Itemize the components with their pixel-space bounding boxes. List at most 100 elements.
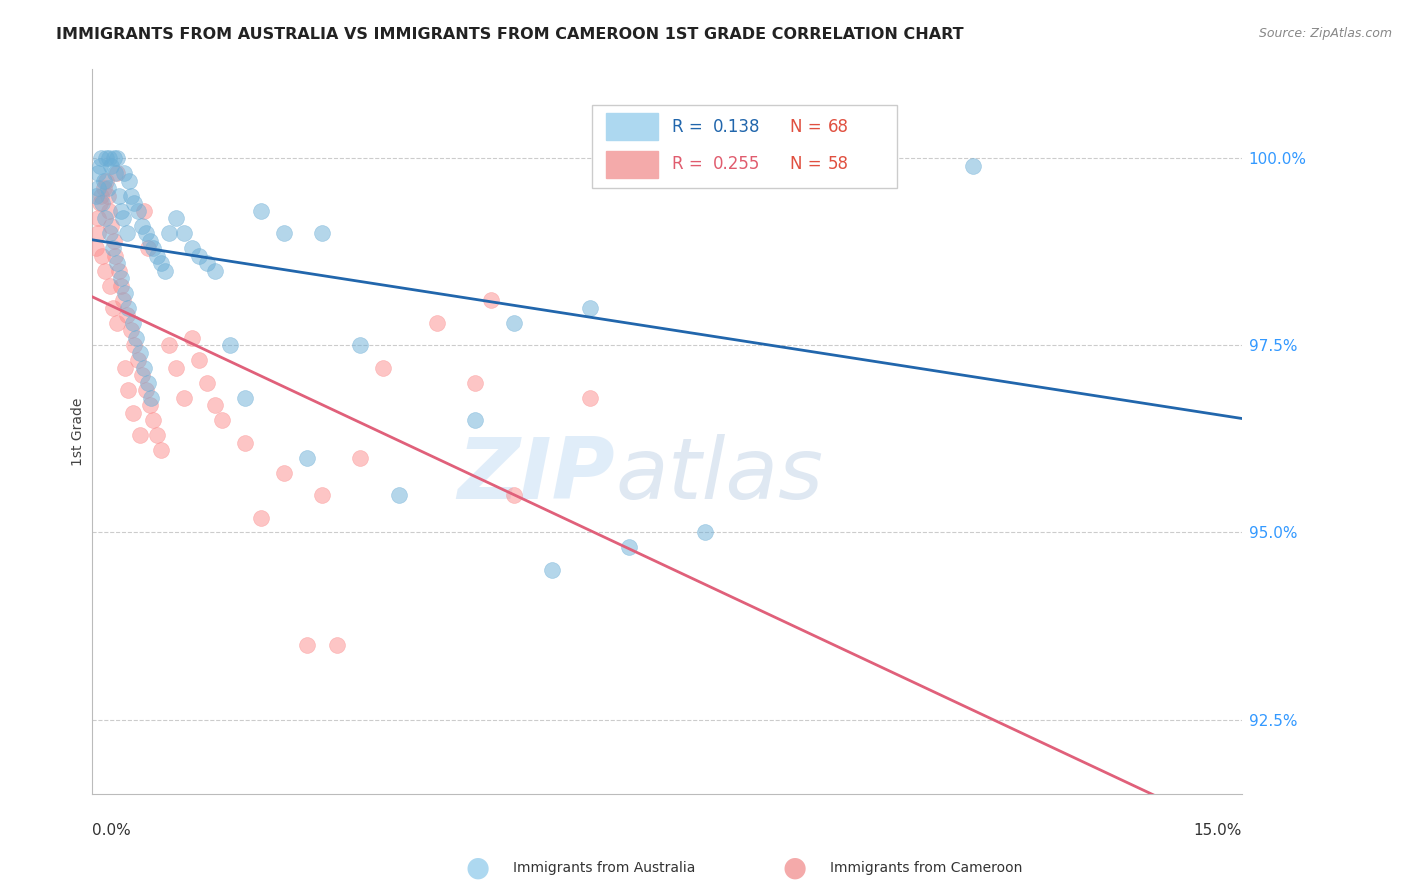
Point: [87, 211, 110, 226]
Point: [121, 316, 143, 330]
Point: [848, 151, 870, 165]
Point: [110, 203, 132, 218]
Text: ZIP: ZIP: [457, 434, 616, 516]
Point: [110, 271, 132, 285]
Point: [962, 159, 984, 173]
Point: [141, 391, 163, 405]
Point: [86, 226, 108, 240]
Point: [90, 151, 112, 165]
FancyBboxPatch shape: [606, 112, 658, 140]
Point: [132, 360, 155, 375]
Point: [104, 166, 127, 180]
Point: [111, 293, 134, 308]
Point: [150, 256, 173, 270]
Point: [96, 188, 118, 202]
Point: [157, 338, 180, 352]
Point: [349, 338, 371, 352]
Point: [117, 384, 139, 398]
Point: [373, 360, 395, 375]
Point: [94, 151, 117, 165]
Text: N =: N =: [790, 155, 827, 173]
Point: [84, 241, 107, 255]
Point: [98, 278, 121, 293]
Point: [157, 226, 180, 240]
Text: N =: N =: [790, 118, 827, 136]
Point: [132, 203, 155, 218]
Point: [153, 263, 176, 277]
Point: [579, 301, 602, 315]
Point: [617, 541, 640, 555]
Point: [180, 241, 202, 255]
Point: [655, 166, 678, 180]
Point: [124, 338, 146, 352]
Point: [127, 203, 149, 218]
Point: [479, 293, 502, 308]
Point: [273, 466, 295, 480]
Point: [249, 510, 271, 524]
Point: [129, 428, 152, 442]
Point: [100, 219, 122, 233]
FancyBboxPatch shape: [606, 151, 658, 178]
Point: [142, 241, 165, 255]
Point: [235, 391, 257, 405]
Point: [166, 211, 188, 226]
Point: [127, 353, 149, 368]
Text: R =: R =: [672, 118, 707, 136]
Point: [195, 376, 218, 390]
Point: [91, 249, 114, 263]
Point: [311, 226, 333, 240]
Point: [138, 398, 160, 412]
Point: [96, 181, 118, 195]
Point: [273, 226, 295, 240]
Point: [94, 174, 117, 188]
Text: 0.0%: 0.0%: [93, 823, 131, 838]
Text: ●: ●: [465, 854, 491, 882]
Point: [112, 166, 135, 180]
Point: [105, 166, 128, 180]
Point: [120, 188, 142, 202]
Text: 68: 68: [828, 118, 849, 136]
Point: [295, 450, 318, 465]
Point: [180, 331, 202, 345]
Point: [135, 384, 157, 398]
Point: [93, 174, 115, 188]
Point: [502, 488, 524, 502]
Point: [173, 391, 195, 405]
Point: [104, 249, 127, 263]
Text: Immigrants from Cameroon: Immigrants from Cameroon: [830, 861, 1022, 875]
Text: 15.0%: 15.0%: [1194, 823, 1241, 838]
Point: [195, 256, 218, 270]
Text: atlas: atlas: [616, 434, 823, 516]
Point: [349, 450, 371, 465]
Point: [125, 331, 148, 345]
Point: [135, 226, 157, 240]
Point: [107, 256, 129, 270]
Point: [311, 488, 333, 502]
Point: [388, 488, 411, 502]
Point: [464, 413, 486, 427]
Point: [115, 226, 138, 240]
Point: [94, 211, 117, 226]
FancyBboxPatch shape: [592, 105, 897, 188]
Point: [111, 211, 134, 226]
Point: [188, 353, 211, 368]
Point: [90, 188, 112, 202]
Point: [129, 346, 152, 360]
Point: [89, 196, 111, 211]
Point: [502, 316, 524, 330]
Point: [98, 226, 121, 240]
Point: [131, 219, 153, 233]
Point: [120, 323, 142, 337]
Point: [89, 159, 111, 173]
Text: 0.138: 0.138: [713, 118, 761, 136]
Text: Immigrants from Australia: Immigrants from Australia: [513, 861, 696, 875]
Point: [100, 159, 122, 173]
Text: Source: ZipAtlas.com: Source: ZipAtlas.com: [1258, 27, 1392, 40]
Point: [249, 203, 271, 218]
Point: [98, 203, 121, 218]
Point: [115, 309, 138, 323]
Point: [464, 376, 486, 390]
Point: [204, 398, 226, 412]
Point: [173, 226, 195, 240]
Point: [235, 435, 257, 450]
